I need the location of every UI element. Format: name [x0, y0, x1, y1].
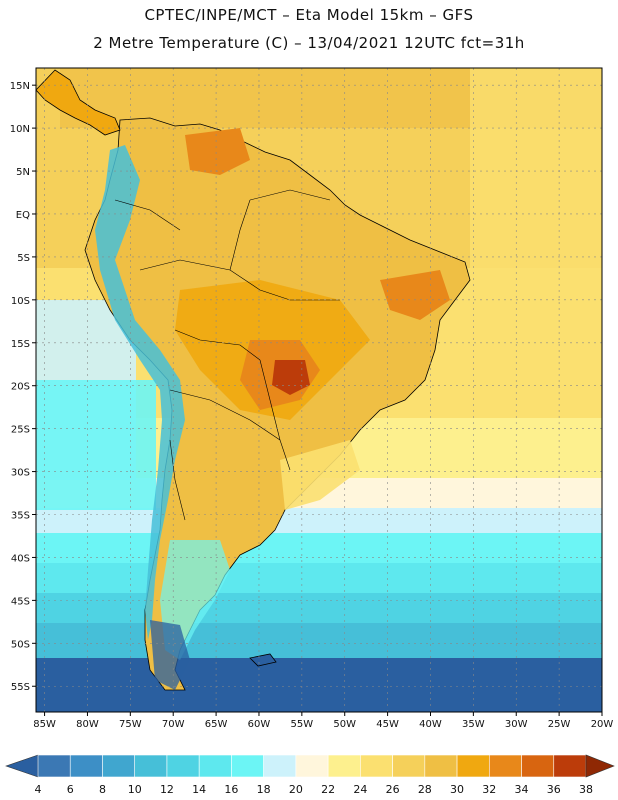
legend-swatch	[263, 754, 297, 778]
latitude-labels: 15N 10N 5N EQ 5S 10S 15S 20S 25S 30S 35S 40S 45S 50S 5…	[10, 81, 30, 693]
legend-arrow-low	[5, 754, 39, 778]
legend-swatch	[166, 754, 200, 778]
legend-level-label: 32	[482, 783, 496, 796]
legend-level-label: 10	[128, 783, 142, 796]
legend-swatch	[295, 754, 329, 778]
legend-swatch	[37, 754, 71, 778]
legend-swatch	[392, 754, 426, 778]
lon-label: 35W	[462, 719, 485, 730]
border-line	[249, 189, 331, 201]
lon-label: 70W	[162, 719, 185, 730]
map-frame	[35, 67, 603, 713]
legend-level-label: 8	[99, 783, 106, 796]
atlantic-pale-zone	[470, 68, 602, 268]
legend-level-label: 12	[160, 783, 174, 796]
lon-label: 25W	[548, 719, 571, 730]
lon-label: 75W	[119, 719, 142, 730]
lon-label: 45W	[376, 719, 399, 730]
legend-level-label: 20	[289, 783, 303, 796]
legend-level-label: 16	[224, 783, 238, 796]
legend-level-label: 30	[450, 783, 464, 796]
lat-label: 50S	[11, 639, 30, 650]
lon-label: 40W	[419, 719, 442, 730]
central-america-landmass	[36, 69, 121, 136]
legend-swatch	[424, 754, 458, 778]
legend-swatch	[488, 754, 522, 778]
southern-brazil-region	[280, 440, 360, 510]
southern-tip	[150, 620, 190, 690]
lat-label: 20S	[11, 382, 30, 393]
legend-swatch	[134, 754, 168, 778]
lat-label: 15S	[11, 339, 30, 350]
border-line	[114, 199, 181, 231]
lon-label: 80W	[76, 719, 99, 730]
legend-level-label: 34	[515, 783, 529, 796]
lat-label: 35S	[11, 511, 30, 522]
color-legend-bar	[5, 754, 615, 778]
lat-label: 10N	[10, 124, 30, 135]
border-line	[169, 389, 281, 441]
legend-swatch	[231, 754, 264, 778]
andes-cool-strip	[95, 145, 185, 640]
ocean-band	[36, 658, 602, 712]
legend-arrow-high	[585, 754, 615, 778]
legend-level-label: 28	[418, 783, 432, 796]
legend-level-label: 36	[547, 783, 561, 796]
color-legend-labels: 4 6 8 10 12 14 16 18 20 22 24 26 28 30 32 34 36 38	[35, 783, 594, 796]
lat-label: 15N	[10, 81, 30, 92]
ocean-band	[36, 623, 602, 658]
legend-swatch	[327, 754, 361, 778]
legend-level-label: 26	[386, 783, 400, 796]
legend-level-label: 6	[67, 783, 74, 796]
legend-swatch	[198, 754, 232, 778]
graticule	[32, 68, 603, 716]
border-line	[169, 439, 186, 521]
lon-label: 50W	[333, 719, 356, 730]
lat-label: 40S	[11, 553, 30, 564]
lon-label: 60W	[248, 719, 271, 730]
lon-label: 55W	[291, 719, 314, 730]
hot-region	[185, 128, 250, 175]
lat-label: 5N	[16, 167, 30, 178]
legend-swatch	[360, 754, 393, 778]
legend-swatch	[456, 754, 490, 778]
border-line	[259, 359, 291, 471]
lat-label: 5S	[17, 253, 30, 264]
lat-label: 55S	[11, 682, 30, 693]
border-line	[174, 329, 261, 361]
lat-label: 25S	[11, 425, 30, 436]
legend-level-label: 22	[321, 783, 335, 796]
legend-swatch	[553, 754, 587, 778]
lon-label: 20W	[591, 719, 614, 730]
legend-swatch	[521, 754, 555, 778]
lon-label: 30W	[505, 719, 528, 730]
legend-level-label: 18	[257, 783, 271, 796]
map-title-line2: 2 Metre Temperature (C) – 13/04/2021 12U…	[93, 34, 525, 52]
legend-swatch	[69, 754, 103, 778]
pacific-cool-zone	[36, 380, 156, 510]
longitude-labels: 85W 80W 75W 70W 65W 60W 55W 50W 45W 40W 35W 30W 25W 2…	[33, 719, 613, 730]
hot-region	[380, 270, 450, 320]
lon-label: 65W	[205, 719, 228, 730]
legend-swatch	[102, 754, 136, 778]
legend-level-label: 4	[35, 783, 42, 796]
hotspot	[272, 360, 310, 395]
lon-label: 85W	[33, 719, 56, 730]
falkland-islands	[249, 653, 277, 667]
border-line	[229, 199, 251, 271]
legend-level-label: 14	[192, 783, 206, 796]
lat-label: 45S	[11, 596, 30, 607]
lat-label: 30S	[11, 468, 30, 479]
map-title-line1: CPTEC/INPE/MCT – Eta Model 15km – GFS	[144, 6, 474, 24]
legend-level-label: 38	[579, 783, 593, 796]
lat-label: 10S	[11, 296, 30, 307]
legend-level-label: 24	[353, 783, 367, 796]
lat-label: EQ	[16, 210, 30, 221]
